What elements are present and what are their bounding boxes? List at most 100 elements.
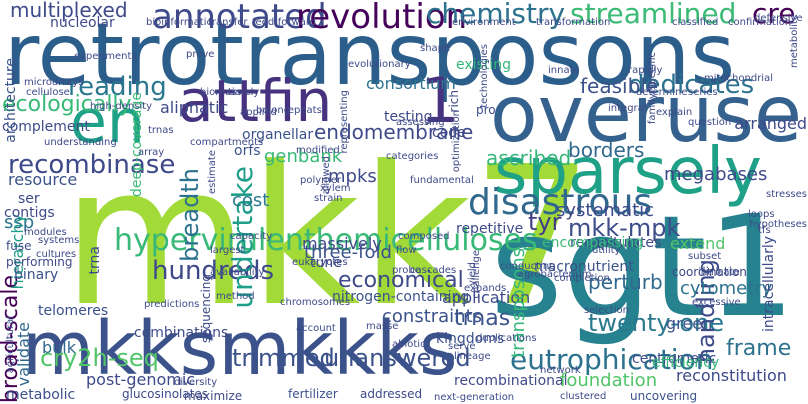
cloud-word: cytometry	[680, 278, 773, 299]
cloud-word: modules	[24, 227, 67, 238]
cloud-word: validate	[14, 322, 33, 387]
cloud-word: sgt1	[490, 186, 796, 349]
cloud-word: classified	[672, 17, 719, 28]
cloud-word: availability	[210, 267, 265, 278]
cloud-word: cascades	[410, 265, 457, 276]
cloud-word: sequencing	[199, 274, 213, 343]
cloud-word: excessive	[692, 297, 741, 308]
cloud-word: telomeres	[38, 303, 109, 319]
cloud-word: encompassing	[542, 235, 644, 251]
cloud-word: eutrophication	[510, 343, 714, 376]
cloud-word: frame	[726, 336, 792, 361]
cloud-word: ecologically	[2, 92, 132, 117]
cloud-word: aliphatic	[160, 98, 229, 117]
cloud-word: cost	[232, 190, 270, 211]
cloud-word: innate	[548, 65, 580, 76]
cloud-word: trnas	[454, 306, 511, 331]
cloud-word: systematic	[556, 200, 655, 221]
cloud-word: fundamental	[410, 175, 474, 186]
cloud-word: transformation	[536, 17, 611, 28]
cloud-word: mitochondrial	[704, 73, 773, 84]
cloud-word: method	[216, 291, 255, 302]
cloud-word: utility	[592, 245, 621, 256]
cloud-word: testing	[384, 109, 433, 125]
cloud-word: trnas	[148, 125, 174, 136]
cloud-word: repeats	[284, 105, 322, 116]
cloud-word: addressed	[360, 387, 423, 401]
cloud-word: efficiency	[652, 355, 720, 371]
cloud-word: technologies	[479, 44, 490, 108]
cloud-word: chromosomes	[280, 297, 351, 308]
cloud-word: mkk-mpk	[568, 214, 681, 242]
cloud-word: code	[432, 125, 466, 141]
cloud-word: coordination	[672, 265, 747, 279]
cloud-word: maximize	[184, 389, 243, 403]
cloud-word: optimization	[451, 110, 462, 173]
cloud-word: flow	[396, 245, 417, 256]
cloud-word: economical	[338, 268, 464, 293]
cloud-word: retrotransposons	[4, 5, 736, 105]
cloud-word: ssp	[4, 212, 35, 233]
cloud-word: loops	[748, 209, 775, 220]
cloud-word: cultures	[36, 249, 77, 260]
cloud-word: serve	[448, 341, 476, 352]
cloud-word: defensive	[754, 13, 803, 24]
cloud-word: explain	[656, 107, 693, 118]
cloud-word: contigs	[4, 205, 55, 221]
cloud-word: shape	[420, 43, 451, 54]
cloud-word: constraints	[382, 306, 483, 327]
cloud-word: systems	[38, 235, 80, 246]
cloud-word: massively	[302, 234, 382, 253]
cloud-word: polymer	[300, 175, 342, 186]
cloud-word: abiotic	[392, 339, 426, 350]
cloud-word: composed	[398, 231, 450, 242]
cloud-word: hypotheses	[749, 219, 807, 230]
cloud-word: predictions	[144, 299, 200, 310]
cloud-word: determine	[636, 87, 688, 98]
cloud-word: resource	[8, 170, 78, 189]
cloud-word: microarrays	[24, 77, 84, 88]
cloud-word: array	[138, 147, 165, 158]
cloud-word: cry2h-seq	[40, 344, 159, 372]
cloud-word: nitrogen-containing	[332, 289, 470, 305]
cloud-word: feed-forward	[252, 17, 317, 28]
cloud-word: mkk7	[62, 126, 594, 349]
cloud-word: eukaryotes	[292, 257, 348, 268]
cloud-word: existing	[456, 57, 511, 73]
cloud-word: high-density	[90, 101, 153, 112]
cloud-word: completion	[554, 273, 610, 284]
cloud-word: breadth	[176, 168, 204, 262]
cloud-word: categories	[386, 151, 439, 162]
cloud-word: recombinase	[8, 150, 176, 180]
cloud-word: annotated	[152, 0, 327, 37]
cloud-word: complement	[2, 119, 90, 135]
cloud-word: cellulose	[26, 87, 70, 98]
cloud-word: representing	[339, 90, 350, 154]
cloud-word: 1	[420, 64, 460, 137]
cloud-word: feasible	[580, 74, 659, 98]
cloud-word: twenty-one	[588, 309, 724, 337]
cloud-word: diversity	[174, 377, 218, 388]
cloud-word: trna	[87, 246, 103, 275]
cloud-word: estimate	[207, 150, 218, 195]
cloud-word: next-generation	[434, 392, 515, 403]
cloud-word: post-genomic	[86, 370, 196, 389]
cloud-word: glucosinolates	[122, 387, 209, 401]
cloud-word: architecture	[3, 58, 19, 143]
cloud-word: recombinational	[454, 373, 568, 389]
cloud-word: integral	[608, 103, 647, 114]
cloud-word: reconstitution	[676, 366, 787, 385]
cloud-word: sparsely	[494, 135, 762, 209]
cloud-word: organellar	[242, 127, 314, 143]
cloud-word: intricate	[698, 267, 740, 278]
cloud-word: macronutrient	[534, 259, 634, 275]
cloud-word: consortium	[366, 74, 456, 93]
cloud-word: evolutionary	[348, 59, 411, 70]
cloud-word: borders	[568, 138, 645, 162]
cloud-word: three-fold	[304, 242, 392, 263]
cloud-word: capacity	[230, 231, 273, 242]
cloud-word: expands	[464, 283, 507, 294]
cloud-word: recapitulates	[570, 235, 662, 251]
cloud-word: belong	[256, 105, 291, 116]
